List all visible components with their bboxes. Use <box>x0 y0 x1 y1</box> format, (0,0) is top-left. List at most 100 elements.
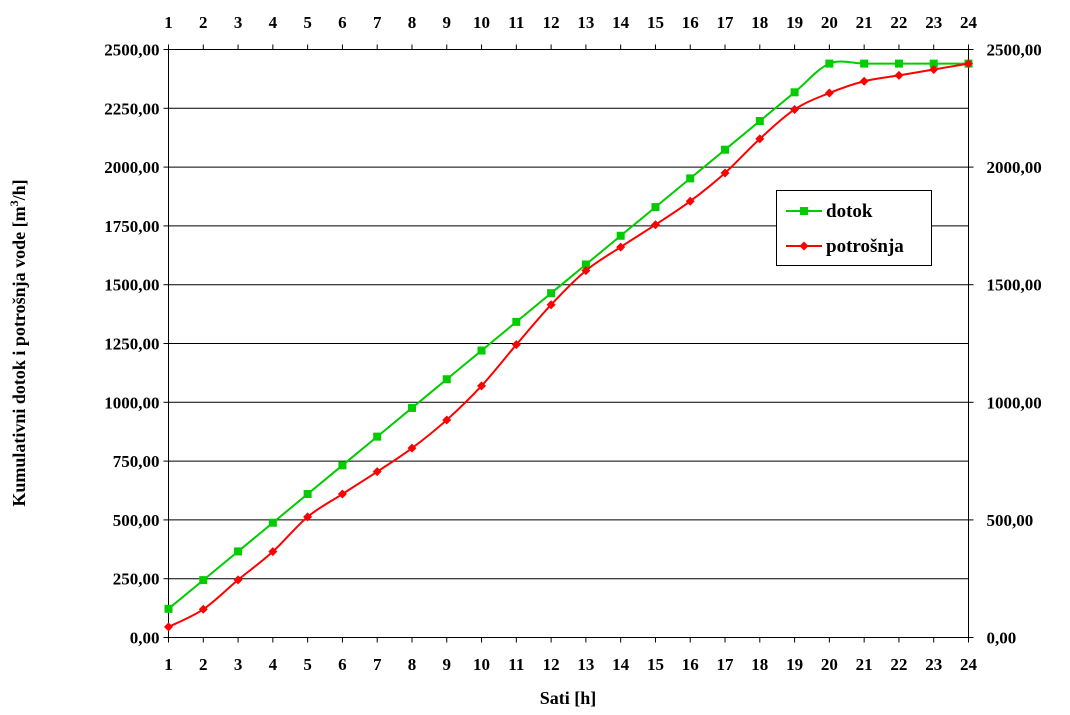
y-axis-title-main: Kumulativni dotok i potrošnja vode [m <box>9 206 29 506</box>
data-point-dotok <box>338 461 347 470</box>
bottom-x-tick-label: 14 <box>612 655 630 674</box>
bottom-x-tick-label: 8 <box>408 655 417 674</box>
data-point-potrosnja <box>929 64 939 74</box>
bottom-x-tick-label: 17 <box>717 655 735 674</box>
data-point-dotok <box>616 231 625 240</box>
data-point-dotok <box>894 59 903 68</box>
bottom-x-tick-label: 10 <box>473 655 490 674</box>
data-point-dotok <box>547 289 556 298</box>
data-point-potrosnja <box>337 489 347 499</box>
left-y-tick-label: 2500,00 <box>104 41 159 60</box>
legend-potrosnja-marker <box>799 241 809 251</box>
data-point-potrosnja <box>233 575 243 585</box>
bottom-x-tick-label: 11 <box>508 655 524 674</box>
left-y-tick-label: 1250,00 <box>104 335 159 354</box>
data-point-dotok <box>651 203 660 212</box>
top-x-tick-label: 3 <box>234 13 243 32</box>
top-x-tick-label: 17 <box>717 13 735 32</box>
legend-box <box>776 190 932 266</box>
top-x-tick-label: 24 <box>960 13 978 32</box>
top-x-tick-label: 4 <box>269 13 278 32</box>
data-point-dotok <box>268 518 277 527</box>
legend-dotok-marker <box>800 207 808 215</box>
series-layer <box>164 59 973 632</box>
bottom-x-tick-label: 24 <box>960 655 978 674</box>
bottom-x-tick-label: 2 <box>199 655 208 674</box>
data-point-dotok <box>755 117 764 126</box>
data-point-potrosnja <box>616 242 626 252</box>
bottom-x-tick-label: 3 <box>234 655 243 674</box>
data-point-dotok <box>442 375 451 384</box>
left-y-tick-label: 2250,00 <box>104 99 159 118</box>
top-x-tick-label: 11 <box>508 13 524 32</box>
data-point-dotok <box>199 576 208 585</box>
top-x-tick-label: 14 <box>612 13 630 32</box>
bottom-x-tick-label: 21 <box>856 655 873 674</box>
y-axis-title-tail: /h] <box>9 179 29 201</box>
top-x-tick-label: 21 <box>856 13 873 32</box>
top-x-tick-labels: 1 2 3 4 5 6 7 8 9 10 11 12 13 14 15 16 17 18 19 20 21 22 23 24 <box>164 13 977 32</box>
gridlines <box>168 107 969 580</box>
top-x-tick-label: 22 <box>890 13 907 32</box>
left-y-tick-label: 2000,00 <box>104 158 159 177</box>
bottom-x-tick-labels: 1 2 3 4 5 6 7 8 9 10 11 12 13 14 15 16 17 18 19 20 21 22 23 24 <box>164 655 977 674</box>
data-point-potrosnja <box>442 415 452 425</box>
data-point-dotok <box>581 260 590 269</box>
data-point-potrosnja <box>650 220 660 230</box>
top-x-tick-label: 15 <box>647 13 664 32</box>
right-y-tick-label: 1000,00 <box>987 393 1042 412</box>
data-point-potrosnja <box>511 340 521 350</box>
left-y-tick-label: 750,00 <box>113 452 160 471</box>
bottom-x-tick-label: 15 <box>647 655 664 674</box>
data-point-potrosnja <box>894 70 904 80</box>
left-y-tick-label: 250,00 <box>113 570 160 589</box>
data-point-potrosnja <box>581 266 591 276</box>
right-y-tick-label: 500,00 <box>987 511 1034 530</box>
left-y-tick-label: 1500,00 <box>104 276 159 295</box>
axis-ticks <box>163 44 974 643</box>
top-x-tick-label: 5 <box>303 13 312 32</box>
data-point-dotok <box>512 317 521 326</box>
top-x-tick-label: 9 <box>443 13 452 32</box>
bottom-x-tick-label: 9 <box>443 655 452 674</box>
data-point-potrosnja <box>546 300 556 310</box>
bottom-x-tick-label: 13 <box>577 655 594 674</box>
bottom-x-tick-label: 16 <box>682 655 699 674</box>
data-point-dotok <box>686 174 695 183</box>
data-point-dotok <box>234 547 243 556</box>
data-point-potrosnja <box>824 88 834 98</box>
data-point-dotok <box>373 432 382 441</box>
left-y-tick-label: 1000,00 <box>104 393 159 412</box>
data-point-dotok <box>929 59 938 68</box>
data-point-potrosnja <box>372 467 382 477</box>
x-axis-title: Sati [h] <box>540 688 597 708</box>
top-x-tick-label: 13 <box>577 13 594 32</box>
data-point-potrosnja <box>685 196 695 206</box>
data-point-potrosnja <box>755 134 765 144</box>
top-x-tick-label: 1 <box>164 13 173 32</box>
data-point-dotok <box>790 88 799 97</box>
top-x-tick-label: 12 <box>543 13 560 32</box>
data-point-potrosnja <box>268 547 278 557</box>
y-axis-title-superscript: 3 <box>7 200 21 206</box>
right-y-tick-label: 1500,00 <box>987 276 1042 295</box>
data-point-potrosnja <box>198 604 208 614</box>
top-x-tick-label: 2 <box>199 13 208 32</box>
left-y-tick-labels: 0,00 250,00 500,00 750,00 1000,00 1250,00 1500… <box>104 41 159 648</box>
legend-potrosnja-label: potrošnja <box>826 236 904 257</box>
bottom-x-tick-label: 20 <box>821 655 838 674</box>
top-x-tick-label: 19 <box>786 13 803 32</box>
data-point-potrosnja <box>964 59 973 69</box>
bottom-x-tick-label: 12 <box>543 655 560 674</box>
right-y-tick-label: 0,00 <box>987 629 1017 648</box>
data-point-dotok <box>164 604 173 613</box>
left-y-tick-label: 500,00 <box>113 511 160 530</box>
data-point-potrosnja <box>720 168 730 178</box>
data-point-dotok <box>477 346 486 355</box>
top-x-tick-label: 7 <box>373 13 382 32</box>
top-x-tick-label: 18 <box>751 13 768 32</box>
bottom-x-tick-label: 23 <box>925 655 942 674</box>
data-point-potrosnja <box>790 104 800 114</box>
